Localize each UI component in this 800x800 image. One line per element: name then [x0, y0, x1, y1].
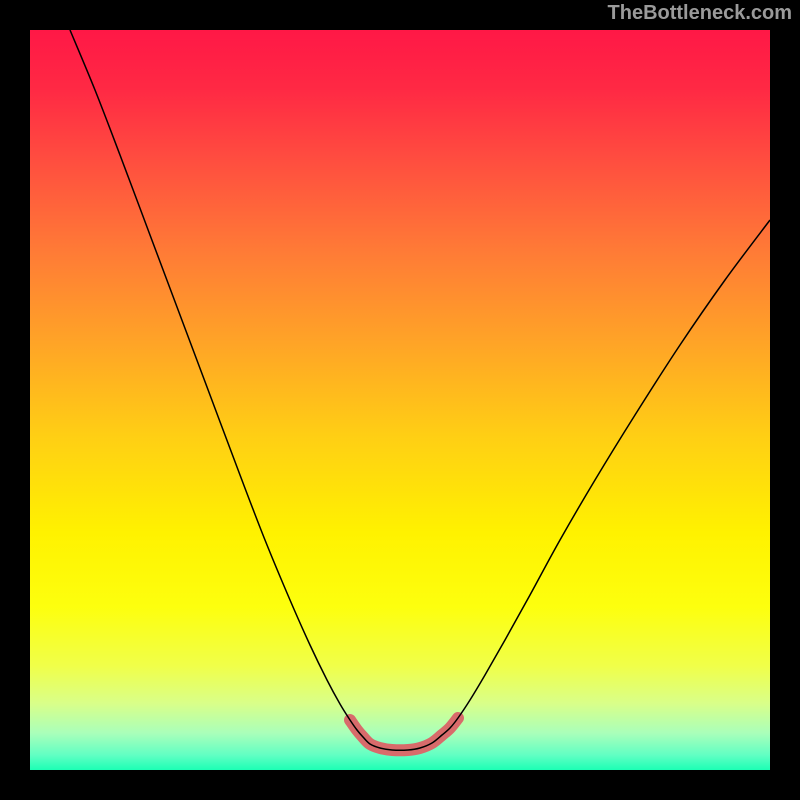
- chart-background-gradient: [0, 0, 800, 800]
- chart-border-bottom: [0, 770, 800, 800]
- bottleneck-chart: TheBottleneck.com: [0, 0, 800, 800]
- chart-border-left: [0, 0, 30, 800]
- watermark-text: TheBottleneck.com: [608, 2, 792, 25]
- chart-border-right: [770, 0, 800, 800]
